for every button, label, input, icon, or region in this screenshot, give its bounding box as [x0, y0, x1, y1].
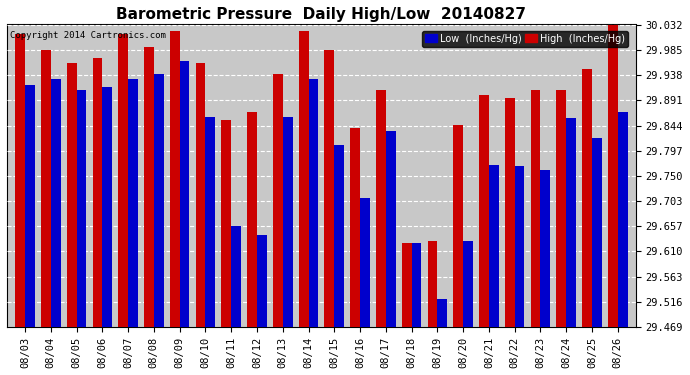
Legend: Low  (Inches/Hg), High  (Inches/Hg): Low (Inches/Hg), High (Inches/Hg) [422, 31, 628, 47]
Bar [231, 226, 241, 327]
Bar [25, 85, 34, 327]
Bar [324, 50, 334, 327]
Bar [273, 74, 283, 327]
Bar [531, 90, 540, 327]
Bar [412, 243, 422, 327]
Bar [247, 112, 257, 327]
Bar [376, 90, 386, 327]
Bar [515, 166, 524, 327]
Bar [360, 198, 370, 327]
Bar [118, 34, 128, 327]
Bar [154, 74, 164, 327]
Bar [437, 298, 447, 327]
Bar [540, 170, 550, 327]
Bar [41, 50, 51, 327]
Bar [51, 80, 61, 327]
Bar [179, 60, 190, 327]
Bar [351, 128, 360, 327]
Bar [402, 243, 412, 327]
Bar [283, 117, 293, 327]
Bar [195, 63, 206, 327]
Bar [566, 118, 576, 327]
Bar [206, 117, 215, 327]
Bar [386, 132, 395, 327]
Bar [608, 24, 618, 327]
Bar [170, 31, 179, 327]
Bar [582, 69, 592, 327]
Bar [453, 125, 463, 327]
Bar [92, 58, 102, 327]
Bar [556, 90, 566, 327]
Bar [257, 235, 267, 327]
Bar [592, 138, 602, 327]
Bar [505, 98, 515, 327]
Bar [221, 120, 231, 327]
Bar [428, 240, 437, 327]
Bar [463, 240, 473, 327]
Bar [102, 87, 112, 327]
Bar [128, 80, 138, 327]
Title: Barometric Pressure  Daily High/Low  20140827: Barometric Pressure Daily High/Low 20140… [117, 7, 526, 22]
Bar [299, 31, 308, 327]
Bar [15, 34, 25, 327]
Bar [479, 96, 489, 327]
Bar [144, 47, 154, 327]
Text: Copyright 2014 Cartronics.com: Copyright 2014 Cartronics.com [10, 30, 166, 39]
Bar [489, 165, 499, 327]
Bar [67, 63, 77, 327]
Bar [334, 145, 344, 327]
Bar [618, 112, 628, 327]
Bar [308, 80, 318, 327]
Bar [77, 90, 86, 327]
